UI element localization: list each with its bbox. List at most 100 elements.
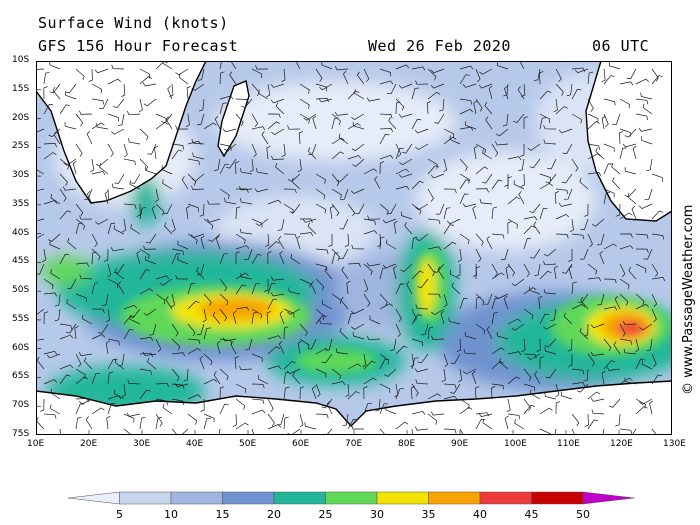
wind-barb: [553, 265, 558, 280]
wind-barb: [215, 235, 221, 250]
wind-barb: [651, 68, 659, 82]
wind-barb: [78, 352, 93, 357]
wind-barb: [177, 255, 189, 265]
wind-barb: [75, 68, 85, 81]
wind-barb: [643, 248, 653, 260]
wind-barb: [292, 372, 301, 385]
latitude-label: 10S: [12, 55, 30, 65]
wind-barb: [587, 113, 599, 123]
wind-barb: [91, 333, 106, 340]
wind-barb: [315, 278, 325, 291]
wind-barb: [347, 263, 361, 268]
wind-barb: [496, 61, 509, 70]
wind-barb: [523, 404, 535, 415]
wind-barb: [363, 377, 377, 385]
wind-barb: [602, 428, 605, 435]
longitude-label: 100E: [504, 439, 527, 449]
wind-barb: [414, 128, 429, 134]
wind-barb: [459, 428, 464, 435]
wind-barb: [523, 225, 536, 235]
wind-barb: [484, 101, 493, 115]
wind-barb: [107, 338, 120, 346]
wind-barb: [175, 275, 189, 280]
wind-barb: [315, 173, 326, 184]
wind-barb: [46, 353, 61, 359]
wind-barb: [363, 263, 373, 276]
forecast-subtitle: GFS 156 Hour Forecast: [38, 37, 239, 55]
wind-barb: [321, 299, 333, 310]
wind-barb: [651, 263, 659, 277]
wind-barb: [266, 83, 271, 98]
wind-barb: [367, 215, 381, 220]
wind-barb: [513, 180, 525, 190]
wind-barb: [635, 293, 645, 306]
wind-barb: [619, 131, 624, 145]
wind-barb: [267, 335, 282, 340]
wind-barb: [79, 110, 93, 115]
wind-barb: [298, 130, 304, 145]
wind-barb: [346, 280, 351, 295]
wind-barb: [619, 278, 630, 290]
wind-barb: [395, 308, 402, 322]
wind-barb: [379, 203, 389, 216]
wind-barb: [75, 376, 89, 385]
wind-barb: [307, 222, 317, 235]
wind-barb: [406, 281, 413, 295]
wind-barb: [459, 108, 474, 115]
wind-barb: [159, 278, 173, 286]
wind-barb: [331, 188, 342, 199]
wind-barb: [539, 90, 552, 100]
wind-barb: [331, 248, 340, 261]
wind-barb: [187, 300, 200, 310]
wind-barb: [519, 61, 525, 70]
wind-barb: [165, 296, 173, 310]
wind-barb: [352, 121, 365, 130]
wind-barb: [555, 383, 560, 398]
wind-barb: [395, 421, 409, 430]
latitude-label: 20S: [12, 112, 30, 123]
wind-barb: [75, 218, 86, 230]
wind-barb: [443, 353, 449, 368]
wind-barb: [107, 222, 116, 235]
wind-barb: [411, 411, 426, 415]
wind-barb: [451, 282, 461, 295]
latitude-label: 30S: [12, 170, 30, 181]
wind-barb: [336, 173, 349, 183]
wind-barb: [651, 353, 657, 368]
wind-barb: [200, 398, 205, 412]
wind-barb: [235, 422, 249, 430]
wind-barb: [619, 81, 634, 86]
wind-barb: [352, 331, 365, 340]
wind-barb: [43, 86, 48, 100]
wind-barb: [624, 128, 637, 138]
wind-barb: [491, 386, 496, 400]
wind-barb: [651, 210, 664, 220]
wind-barb: [283, 386, 290, 400]
wind-barb: [255, 218, 269, 227]
wind-barb: [202, 308, 207, 323]
wind-barb: [539, 207, 548, 220]
wind-barb: [251, 398, 265, 405]
wind-barb: [534, 371, 541, 385]
longitude-label: 50E: [239, 439, 257, 449]
wind-barb: [398, 113, 413, 118]
wind-barb: [187, 338, 201, 344]
wind-barb: [321, 398, 333, 409]
wind-barb: [50, 404, 61, 415]
wind-barb: [558, 202, 573, 207]
wind-barb: [75, 143, 83, 157]
wind-barb: [232, 413, 237, 427]
wind-barb: [171, 253, 181, 265]
wind-barb: [427, 413, 438, 425]
wind-barb: [395, 283, 405, 295]
wind-barb: [415, 143, 429, 150]
wind-barb: [171, 248, 184, 256]
wind-barb: [36, 168, 45, 175]
wind-barb: [612, 177, 621, 190]
wind-barb: [486, 325, 493, 340]
wind-barb: [103, 248, 109, 262]
wind-barb: [331, 137, 345, 145]
wind-barb: [615, 203, 621, 217]
wind-barb: [603, 113, 609, 128]
wind-barb: [379, 154, 394, 160]
